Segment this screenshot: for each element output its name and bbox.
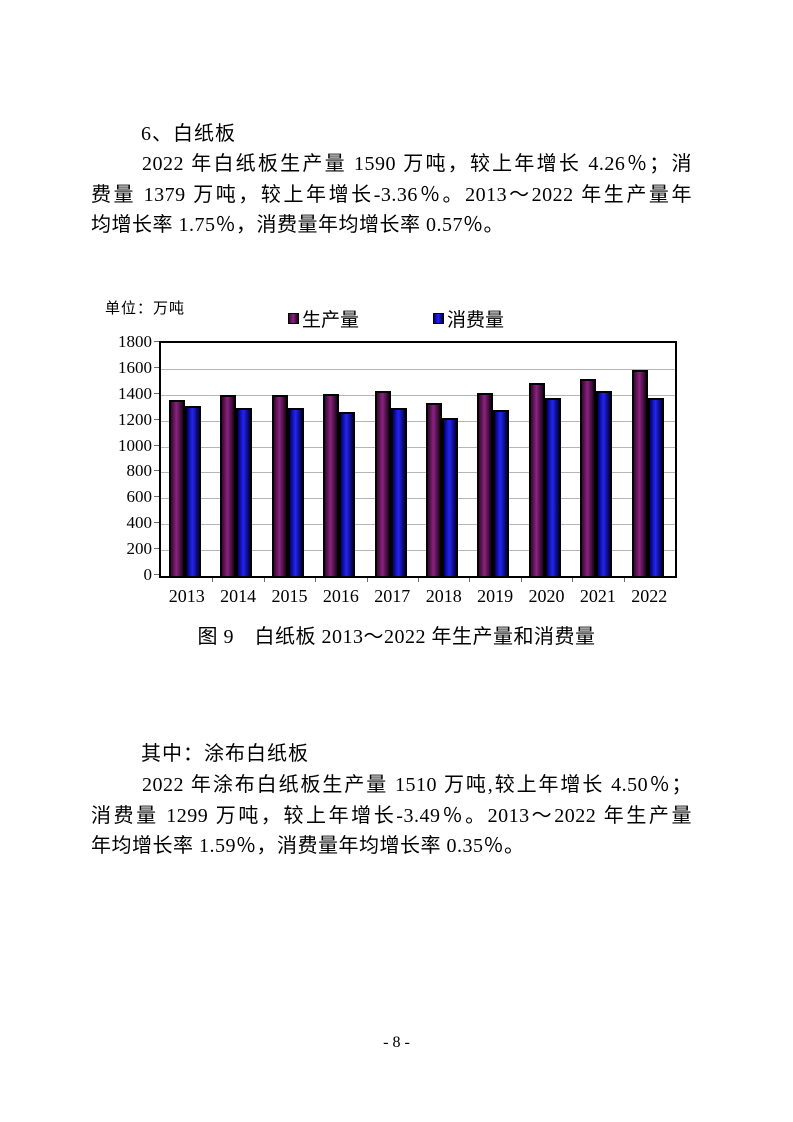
x-tick-label: 2013	[168, 586, 205, 606]
x-tick-mark	[366, 578, 368, 582]
y-tick-label: 600	[126, 487, 153, 507]
chart-unit-label: 单位：万吨	[105, 301, 186, 317]
bar-consumption-2015	[287, 408, 304, 576]
paragraph-line: 2022 年涂布白纸板生产量 1510 万吨,较上年增长 4.50％；	[142, 774, 692, 796]
x-tick-mark	[469, 578, 471, 582]
bar-production-2015	[271, 394, 288, 576]
gridline	[161, 472, 675, 474]
legend-item-production: 生产量	[288, 305, 359, 332]
paragraph-line: 年均增长率 1.59％，消费量年均增长率 0.35％。	[91, 835, 525, 858]
y-tick-mark	[154, 548, 159, 550]
bar-consumption-2020	[544, 398, 561, 576]
y-tick-label: 200	[126, 539, 153, 559]
legend-label-production: 生产量	[302, 310, 360, 331]
page-number: - 8 -	[383, 1034, 410, 1051]
y-tick-mark	[154, 341, 159, 342]
paragraph-line: 均增长率 1.75％，消费量年均增长率 0.57％。	[91, 214, 504, 237]
x-tick-mark	[212, 578, 214, 582]
bar-consumption-2014	[236, 407, 253, 576]
bar-consumption-2019	[493, 410, 510, 576]
section-heading: 6、白纸板	[141, 123, 236, 145]
gridline	[161, 524, 675, 526]
bar-group	[572, 343, 623, 576]
x-tick-label: 2016	[322, 586, 359, 606]
bar-production-2020	[528, 383, 545, 576]
bar-production-2014	[220, 395, 237, 576]
x-tick-label: 2021	[579, 586, 616, 606]
y-tick-mark	[154, 574, 159, 575]
paragraph-line: 费量 1379 万吨，较上年增长-3.36％。2013～2022 年生产量年	[91, 183, 692, 206]
paragraph-line: 2022 年白纸板生产量 1590 万吨，较上年增长 4.26％；消	[142, 153, 692, 175]
gridline	[161, 420, 675, 422]
bar-group	[521, 343, 572, 576]
bar-consumption-2017	[390, 407, 407, 576]
y-tick-mark	[154, 496, 159, 498]
chart-plot-area	[159, 341, 677, 578]
bar-consumption-2021	[596, 391, 613, 576]
x-tick-mark	[315, 578, 317, 582]
legend-item-consumption: 消费量	[433, 305, 504, 332]
y-tick-mark	[154, 366, 159, 368]
bar-consumption-2018	[442, 418, 458, 576]
y-tick-label: 1400	[118, 383, 152, 403]
sub-heading: 其中：涂布白纸板	[141, 743, 309, 765]
bar-production-2021	[580, 378, 597, 576]
x-tick-label: 2018	[425, 586, 462, 606]
bar-group	[418, 343, 469, 576]
figure-caption: 图 9 白纸板 2013～2022 年生产量和消费量	[197, 626, 596, 648]
y-tick-mark	[154, 392, 159, 394]
bar-group	[469, 343, 520, 576]
y-tick-mark	[154, 470, 159, 472]
gridline	[161, 394, 675, 396]
bar-group	[315, 343, 366, 576]
y-tick-mark	[154, 418, 159, 420]
bar-consumption-2016	[339, 412, 356, 576]
x-tick-label: 2017	[374, 586, 411, 606]
x-tick-label: 2014	[220, 586, 257, 606]
y-tick-mark	[154, 444, 159, 446]
bar-production-2022	[631, 370, 648, 576]
bar-production-2019	[477, 393, 494, 576]
y-tick-mark	[154, 522, 159, 524]
legend-swatch-consumption-icon	[433, 313, 444, 324]
gridline	[161, 498, 675, 500]
x-tick-mark	[418, 578, 419, 582]
y-tick-label: 1000	[118, 435, 152, 455]
bar-group	[624, 343, 675, 576]
gridline	[161, 446, 675, 448]
bar-group	[367, 343, 418, 576]
bar-consumption-2022	[647, 397, 664, 576]
bar-production-2018	[426, 403, 442, 576]
bar-group	[264, 343, 315, 576]
x-tick-label: 2022	[631, 586, 668, 606]
bar-production-2016	[323, 394, 340, 576]
paragraph-tubu-baizhibban: 2022 年涂布白纸板生产量 1510 万吨,较上年增长 4.50％； 消费量 …	[91, 770, 692, 862]
paragraph-baizhibban: 2022 年白纸板生产量 1590 万吨，较上年增长 4.26％；消 费量 13…	[91, 149, 692, 241]
x-tick-mark	[263, 578, 265, 582]
x-tick-label: 2019	[477, 586, 514, 606]
x-tick-label: 2020	[528, 586, 565, 606]
y-tick-label: 400	[126, 513, 153, 533]
bar-group	[212, 343, 263, 576]
y-tick-label: 800	[126, 461, 153, 481]
x-tick-mark	[520, 578, 522, 582]
gridline	[161, 550, 675, 552]
bar-production-2017	[374, 390, 391, 576]
y-tick-label: 1200	[118, 409, 152, 429]
bar-consumption-2013	[185, 406, 201, 576]
y-tick-label: 0	[143, 565, 153, 584]
gridline	[161, 368, 675, 370]
x-tick-label: 2015	[271, 586, 308, 606]
x-tick-mark	[623, 578, 625, 582]
legend-label-consumption: 消费量	[447, 310, 505, 331]
y-tick-label: 1800	[118, 332, 152, 351]
legend-swatch-production-icon	[288, 313, 299, 324]
bar-production-2013	[169, 399, 185, 576]
paragraph-line: 消费量 1299 万吨，较上年增长-3.49％。2013～2022 年生产量	[91, 804, 692, 827]
y-tick-label: 1600	[118, 357, 152, 377]
bar-chart-figure: 单位：万吨 生产量 消费量 1800 1600 1400 1200 1000 800 600…	[104, 293, 704, 613]
x-tick-mark	[572, 578, 574, 582]
bar-group	[161, 343, 212, 576]
